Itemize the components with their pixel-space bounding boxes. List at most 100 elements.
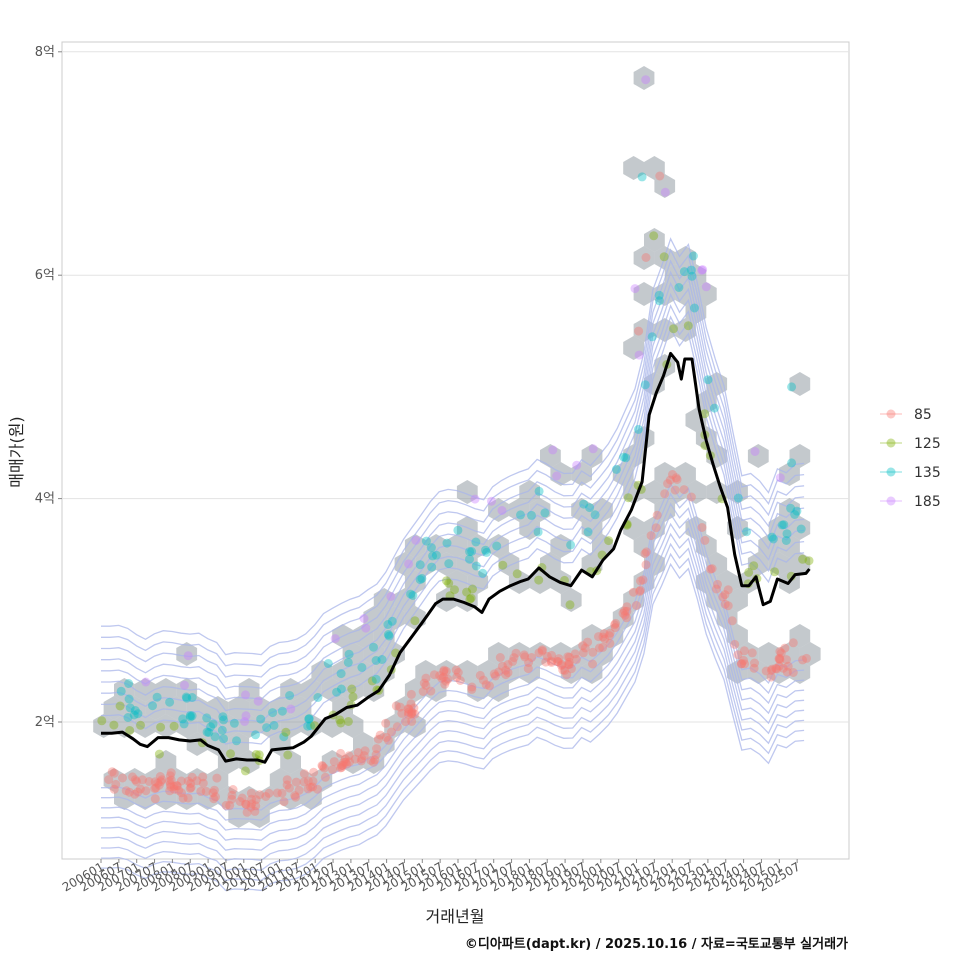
trade-point [178, 793, 188, 803]
trade-point [348, 692, 358, 702]
trade-point [246, 802, 256, 812]
trade-point [713, 579, 722, 589]
trade-point [212, 773, 222, 783]
trade-point [798, 655, 808, 665]
trade-point [251, 750, 261, 759]
trade-point [151, 783, 161, 793]
trade-point [133, 709, 143, 719]
trade-point [583, 637, 593, 647]
legend: 85 125 135 185 [880, 407, 941, 510]
trade-point [482, 547, 492, 557]
trade-point [132, 777, 141, 786]
trade-point [329, 757, 339, 767]
trade-point [710, 403, 719, 413]
trade-point [304, 714, 314, 724]
trade-point [410, 616, 420, 626]
trade-point [417, 573, 427, 583]
trade-point [583, 527, 593, 537]
trade-point [241, 711, 251, 721]
trade-point [497, 506, 507, 515]
hex-bin [488, 534, 509, 558]
hex-bin [508, 642, 530, 666]
hex-bin [529, 570, 551, 594]
trade-point [511, 648, 521, 658]
trade-point [279, 732, 289, 742]
hex-bin [644, 156, 665, 180]
hex-bin [176, 714, 198, 738]
trade-point [767, 532, 777, 542]
trade-point [605, 628, 615, 638]
trade-point [383, 620, 393, 629]
trade-point [344, 649, 354, 659]
trade-point [431, 550, 441, 560]
trade-point [291, 792, 301, 802]
trade-point [659, 252, 669, 262]
trade-point [640, 380, 650, 390]
trade-point [406, 709, 416, 719]
trade-point [774, 654, 784, 664]
trade-point [240, 766, 250, 776]
trade-point [566, 664, 576, 674]
trade-point [166, 782, 176, 792]
trade-point [598, 642, 608, 652]
trade-point [733, 493, 743, 503]
hex-bin [540, 552, 561, 576]
trade-point [383, 735, 393, 745]
trade-point [697, 523, 707, 532]
trade-point [718, 592, 728, 602]
trade-point [373, 734, 383, 744]
legend-key-marker [886, 438, 896, 448]
trade-point [219, 734, 228, 744]
trade-point [277, 706, 287, 716]
legend-label: 85 [914, 407, 932, 423]
trade-point [268, 708, 278, 718]
trade-point [610, 623, 620, 633]
hex-bin [789, 372, 811, 396]
hex-bin [456, 660, 478, 684]
y-tick-label: 2억 [35, 715, 55, 730]
trade-point [444, 559, 454, 569]
trade-point [467, 682, 477, 692]
trade-point [391, 701, 401, 711]
trade-point [421, 536, 431, 546]
trade-point [109, 768, 119, 778]
trade-point [299, 777, 309, 787]
trade-point [107, 767, 117, 777]
trade-point [198, 778, 208, 788]
trade-point [217, 725, 227, 735]
trade-point [737, 659, 747, 668]
trade-point [343, 717, 353, 726]
trade-point [634, 350, 644, 360]
trade-point [255, 790, 265, 800]
trade-point [241, 799, 251, 809]
trade-point [178, 714, 188, 724]
trade-point [792, 506, 802, 516]
trade-point [604, 631, 614, 641]
hex-bin [373, 588, 395, 612]
trade-point [439, 665, 449, 675]
trade-point [672, 475, 682, 484]
trade-point [730, 639, 740, 649]
trade-point [371, 674, 381, 684]
trade-point [337, 761, 347, 771]
hex-bin [706, 480, 728, 504]
hex-bin [519, 516, 540, 540]
trade-point [185, 783, 195, 793]
hex-bin [550, 642, 572, 666]
trade-point [495, 653, 505, 662]
trade-point [406, 699, 416, 709]
trade-point [788, 668, 798, 677]
trade-point [750, 658, 759, 668]
trade-point [720, 599, 730, 609]
hex-bin [789, 444, 811, 468]
trade-point [369, 757, 378, 767]
trade-point [641, 547, 651, 557]
trade-point [428, 551, 438, 561]
density-contour-upper [101, 315, 805, 734]
trade-point [452, 672, 462, 682]
hex-bin [249, 804, 270, 828]
trade-point [670, 485, 680, 495]
trade-point [787, 382, 797, 392]
trade-point [336, 748, 346, 758]
trade-point [150, 794, 160, 804]
